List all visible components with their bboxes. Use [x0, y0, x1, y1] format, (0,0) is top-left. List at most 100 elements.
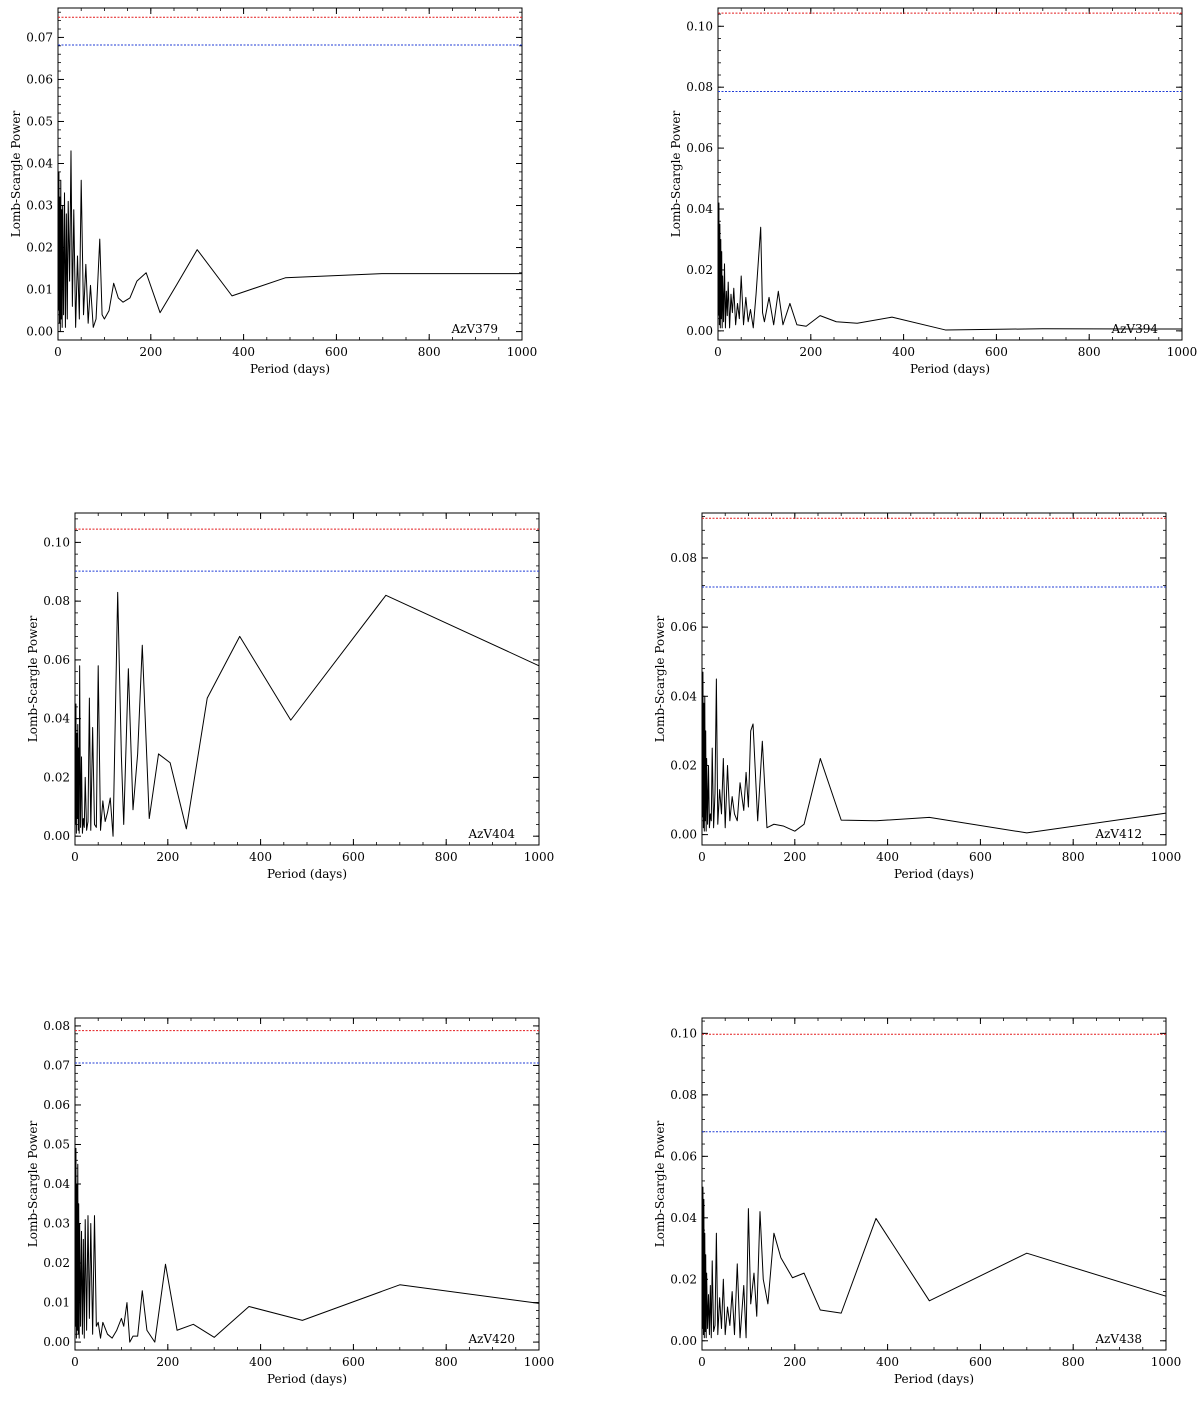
- x-tick-label: 200: [156, 850, 179, 864]
- x-tick-label: 0: [698, 850, 706, 864]
- y-tick-label: 0.08: [670, 1088, 697, 1102]
- x-axis-label: Period (days): [250, 362, 330, 376]
- axes-frame: [74, 1017, 540, 1351]
- x-tick-label: 400: [249, 1355, 272, 1369]
- x-tick-label: 600: [969, 1355, 992, 1369]
- x-tick-label: 400: [249, 850, 272, 864]
- x-tick-label: 800: [435, 1355, 458, 1369]
- y-tick-label: 0.08: [670, 551, 697, 565]
- periodogram-svg: 0.00 0.01 0.02 0.03 0.04 0.05 0.06 0.07 0.08 0 200…: [26, 1017, 555, 1386]
- periodogram-panel-azv438: 0.00 0.02 0.04 0.06 0.08 0.10 0 200 400 600 800 100…: [600, 1010, 1200, 1402]
- y-tick-label: 0.08: [686, 80, 713, 94]
- x-tick-label: 400: [876, 850, 899, 864]
- star-label: AzV379: [450, 322, 498, 336]
- x-tick-label: 0: [54, 345, 62, 359]
- periodogram-panel-azv394: 0.00 0.02 0.04 0.06 0.08 0.10 0 200 400 600 800 100…: [600, 0, 1200, 392]
- x-tick-label: 200: [156, 1355, 179, 1369]
- y-tick-label: 0.05: [43, 1137, 70, 1151]
- periodogram-svg: 0.00 0.02 0.04 0.06 0.08 0.10 0 200 400 600 800 100…: [669, 7, 1198, 376]
- periodogram-svg: 0.00 0.02 0.04 0.06 0.08 0 200 400 600 800 1000 AzV…: [653, 512, 1182, 881]
- axes-frame: [701, 1017, 1167, 1351]
- x-axis-label: Period (days): [267, 1372, 347, 1386]
- axes-frame: [74, 512, 540, 846]
- star-label: AzV420: [467, 1332, 515, 1346]
- y-tick-label: 0.02: [670, 758, 697, 772]
- y-tick-label: 0.05: [26, 114, 53, 128]
- x-axis-label: Period (days): [267, 867, 347, 881]
- y-tick-label: 0.02: [43, 1256, 70, 1270]
- x-tick-label: 800: [1062, 850, 1085, 864]
- y-axis-label: Lomb-Scargle Power: [653, 615, 667, 742]
- x-tick-label: 1000: [524, 1355, 555, 1369]
- y-tick-label: 0.06: [43, 653, 70, 667]
- y-tick-label: 0.03: [43, 1217, 70, 1231]
- periodogram-panel-azv379: 0.00 0.01 0.02 0.03 0.04 0.05 0.06 0.07 0 200 400 6…: [0, 0, 600, 392]
- x-tick-label: 600: [342, 1355, 365, 1369]
- x-tick-label: 1000: [1151, 850, 1182, 864]
- x-tick-label: 1000: [1167, 345, 1198, 359]
- y-tick-label: 0.07: [26, 30, 53, 44]
- y-tick-label: 0.02: [26, 241, 53, 255]
- y-tick-label: 0.10: [670, 1026, 697, 1040]
- star-label: AzV438: [1094, 1332, 1142, 1346]
- x-tick-label: 200: [783, 1355, 806, 1369]
- y-tick-label: 0.08: [43, 594, 70, 608]
- y-tick-label: 0.04: [686, 202, 713, 216]
- axes-frame: [717, 7, 1183, 341]
- x-tick-label: 800: [1062, 1355, 1085, 1369]
- x-tick-label: 600: [985, 345, 1008, 359]
- y-tick-label: 0.02: [43, 770, 70, 784]
- star-label: AzV412: [1094, 827, 1142, 841]
- x-tick-label: 0: [71, 1355, 79, 1369]
- periodogram-panel-azv404: 0.00 0.02 0.04 0.06 0.08 0.10 0 200 400 600 800 100…: [0, 505, 600, 897]
- x-tick-label: 200: [139, 345, 162, 359]
- x-tick-label: 200: [799, 345, 822, 359]
- y-tick-label: 0.04: [670, 689, 697, 703]
- x-tick-label: 1000: [1151, 1355, 1182, 1369]
- y-tick-label: 0.04: [43, 712, 70, 726]
- x-tick-label: 400: [876, 1355, 899, 1369]
- y-tick-label: 0.01: [43, 1296, 70, 1310]
- periodogram-line: [717, 202, 1183, 331]
- y-tick-label: 0.06: [686, 141, 713, 155]
- periodogram-panel-azv412: 0.00 0.02 0.04 0.06 0.08 0 200 400 600 800 1000 AzV…: [600, 505, 1200, 897]
- axes-frame: [57, 7, 523, 341]
- y-tick-label: 0.10: [686, 19, 713, 33]
- periodogram-line: [74, 1147, 540, 1343]
- x-tick-label: 200: [783, 850, 806, 864]
- periodogram-svg: 0.00 0.02 0.04 0.06 0.08 0.10 0 200 400 600 800 100…: [653, 1017, 1182, 1386]
- y-tick-label: 0.00: [43, 829, 70, 843]
- periodogram-svg: 0.00 0.01 0.02 0.03 0.04 0.05 0.06 0.07 0 200 400 6…: [9, 7, 537, 376]
- y-tick-label: 0.06: [26, 72, 53, 86]
- y-tick-label: 0.00: [670, 828, 697, 842]
- x-tick-label: 0: [714, 345, 722, 359]
- y-tick-label: 0.04: [670, 1211, 697, 1225]
- y-tick-label: 0.00: [686, 324, 713, 338]
- y-tick-label: 0.04: [43, 1177, 70, 1191]
- y-tick-label: 0.10: [43, 535, 70, 549]
- y-tick-label: 0.00: [26, 325, 53, 339]
- star-label: AzV394: [1110, 322, 1158, 336]
- y-axis-label: Lomb-Scargle Power: [26, 615, 40, 742]
- y-axis-label: Lomb-Scargle Power: [653, 1120, 667, 1247]
- x-tick-label: 600: [342, 850, 365, 864]
- y-tick-label: 0.04: [26, 156, 53, 170]
- periodogram-svg: 0.00 0.02 0.04 0.06 0.08 0.10 0 200 400 600 800 100…: [26, 512, 555, 881]
- x-tick-label: 800: [1078, 345, 1101, 359]
- x-tick-label: 400: [892, 345, 915, 359]
- x-tick-label: 600: [325, 345, 348, 359]
- y-axis-label: Lomb-Scargle Power: [669, 110, 683, 237]
- y-tick-label: 0.06: [670, 620, 697, 634]
- y-tick-label: 0.00: [43, 1335, 70, 1349]
- y-tick-label: 0.03: [26, 199, 53, 213]
- x-tick-label: 1000: [524, 850, 555, 864]
- y-tick-label: 0.06: [43, 1098, 70, 1112]
- y-tick-label: 0.08: [43, 1019, 70, 1033]
- x-tick-label: 600: [969, 850, 992, 864]
- y-axis-label: Lomb-Scargle Power: [9, 110, 23, 237]
- x-axis-label: Period (days): [894, 1372, 974, 1386]
- x-tick-label: 800: [418, 345, 441, 359]
- periodogram-line: [57, 150, 522, 333]
- y-axis-label: Lomb-Scargle Power: [26, 1120, 40, 1247]
- x-tick-label: 0: [71, 850, 79, 864]
